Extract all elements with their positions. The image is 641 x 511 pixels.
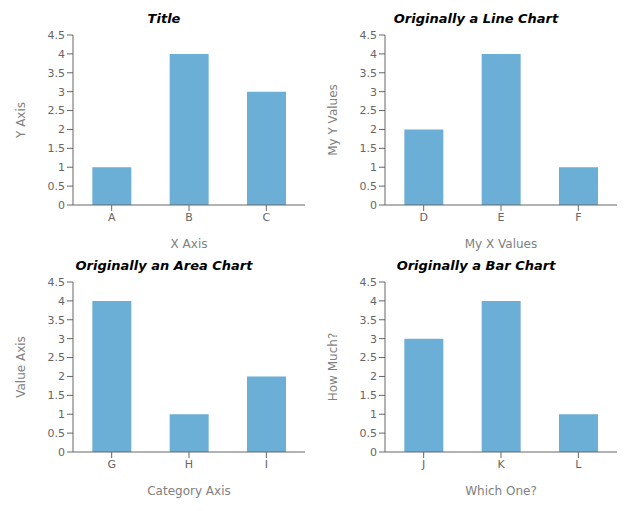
svg-text:0.5: 0.5 (48, 180, 66, 193)
svg-text:1.5: 1.5 (360, 389, 378, 402)
svg-text:A: A (108, 211, 116, 224)
svg-text:0: 0 (370, 446, 377, 459)
svg-text:How Much?: How Much? (326, 333, 340, 402)
svg-text:1: 1 (370, 408, 377, 421)
svg-text:2: 2 (58, 123, 65, 136)
html-text:Originally an Area Chart: Originally an Area Chart (75, 258, 253, 273)
svg-text:H: H (185, 458, 193, 471)
svg-text:2.5: 2.5 (360, 104, 378, 117)
svg-text:4: 4 (58, 48, 65, 61)
svg-text:4.5: 4.5 (48, 277, 66, 289)
svg-text:3.5: 3.5 (360, 314, 378, 327)
svg-text:3: 3 (370, 86, 377, 99)
svg-text:L: L (575, 458, 582, 471)
svg-text:0: 0 (58, 446, 65, 459)
svg-text:2.5: 2.5 (48, 351, 66, 364)
svg-text:4.5: 4.5 (360, 30, 378, 42)
svg-text:D: D (419, 211, 427, 224)
svg-text:3.5: 3.5 (360, 67, 378, 80)
svg-text:E: E (498, 211, 505, 224)
svg-text:1.5: 1.5 (360, 142, 378, 155)
svg-text:1: 1 (370, 161, 377, 174)
svg-text:3.5: 3.5 (48, 314, 66, 327)
svg-text:F: F (575, 211, 581, 224)
svg-text:I: I (265, 458, 268, 471)
svg-text:My Y Values: My Y Values (326, 84, 340, 156)
svg-text:Category Axis: Category Axis (147, 484, 231, 498)
svg-text:1.5: 1.5 (48, 389, 66, 402)
svg-text:3: 3 (58, 333, 65, 346)
svg-text:4: 4 (370, 48, 377, 61)
svg-text:1.5: 1.5 (48, 142, 66, 155)
svg-text:X Axis: X Axis (171, 237, 208, 251)
svg-text:3: 3 (58, 86, 65, 99)
svg-text:2: 2 (58, 370, 65, 383)
svg-text:4: 4 (370, 295, 377, 308)
svg-text:3.5: 3.5 (48, 67, 66, 80)
svg-text:0: 0 (370, 199, 377, 212)
svg-text:G: G (107, 458, 116, 471)
svg-text:2: 2 (370, 370, 377, 383)
svg-text:0.5: 0.5 (360, 427, 378, 440)
svg-text:4: 4 (58, 295, 65, 308)
svg-text:2: 2 (370, 123, 377, 136)
svg-text:My X Values: My X Values (465, 237, 538, 251)
svg-text:Value Axis: Value Axis (14, 336, 28, 398)
html-text:Originally a Bar Chart: Originally a Bar Chart (396, 258, 556, 273)
svg-text:0: 0 (58, 199, 65, 212)
svg-text:1: 1 (58, 408, 65, 421)
svg-text:C: C (262, 211, 270, 224)
svg-text:B: B (185, 211, 193, 224)
svg-text:J: J (421, 458, 425, 471)
html-text:Title: Title (147, 11, 181, 26)
svg-text:K: K (497, 458, 505, 471)
svg-text:3: 3 (370, 333, 377, 346)
svg-text:0.5: 0.5 (48, 427, 66, 440)
svg-text:1: 1 (58, 161, 65, 174)
svg-text:4.5: 4.5 (48, 30, 66, 42)
html-text:Originally a Line Chart: Originally a Line Chart (393, 11, 559, 26)
svg-text:Which One?: Which One? (465, 484, 537, 498)
svg-text:0.5: 0.5 (360, 180, 378, 193)
svg-text:2.5: 2.5 (360, 351, 378, 364)
svg-text:4.5: 4.5 (360, 277, 378, 289)
svg-text:2.5: 2.5 (48, 104, 66, 117)
svg-text:Y Axis: Y Axis (14, 102, 28, 139)
